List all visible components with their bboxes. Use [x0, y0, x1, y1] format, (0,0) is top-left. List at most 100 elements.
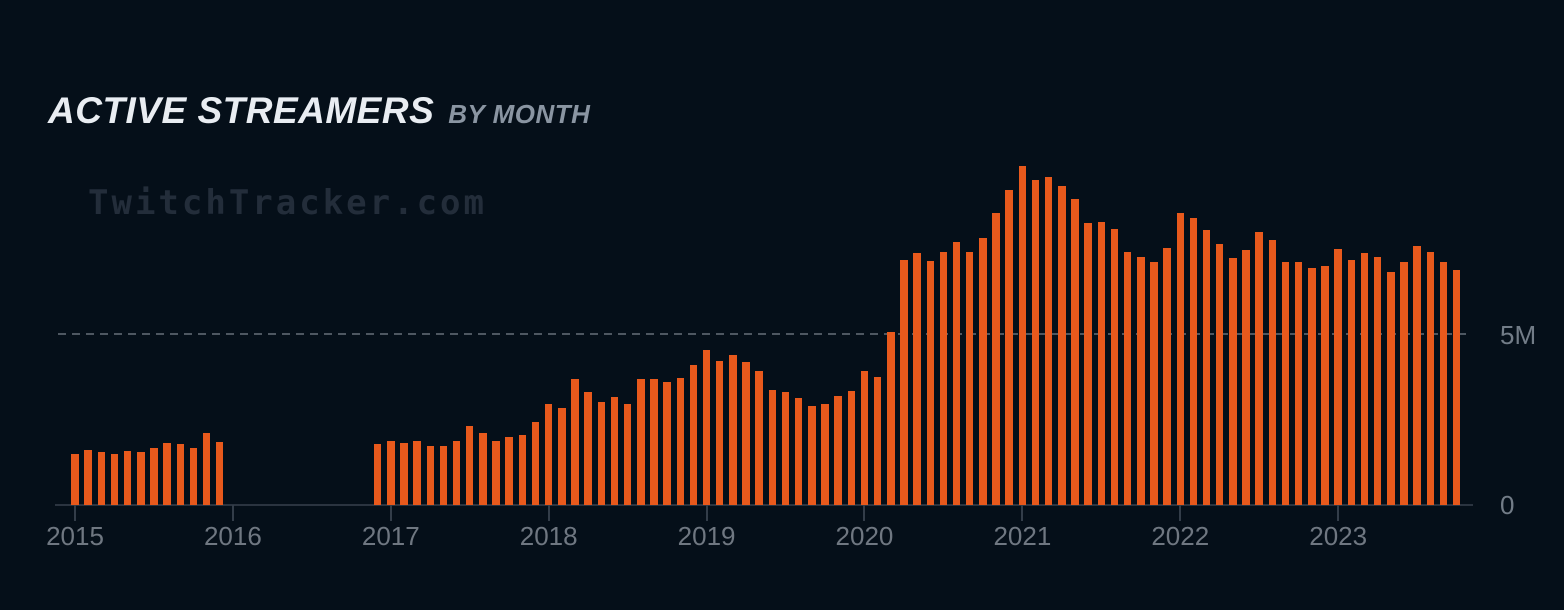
bar-2020-01[interactable] — [860, 370, 869, 505]
bar-2023-07[interactable] — [1413, 245, 1421, 505]
bar-2023-10[interactable] — [1452, 270, 1461, 505]
bar-2015-05[interactable] — [123, 450, 132, 505]
bar-2018-07[interactable] — [623, 403, 632, 505]
bar-2018-06[interactable] — [610, 397, 619, 505]
bar-2020-03[interactable] — [887, 331, 895, 505]
bar-2022-01[interactable] — [1176, 213, 1185, 505]
bar-2021-09[interactable] — [1123, 251, 1132, 505]
bar-2017-10[interactable] — [505, 437, 513, 505]
bar-2021-03[interactable] — [1044, 176, 1053, 505]
bar-2017-09[interactable] — [492, 441, 500, 505]
bar-2021-07[interactable] — [1097, 221, 1106, 505]
bar-2019-04[interactable] — [742, 362, 750, 505]
bar-2019-07[interactable] — [781, 392, 790, 505]
bar-2022-04[interactable] — [1215, 243, 1224, 505]
bar-2017-08[interactable] — [479, 433, 487, 505]
bar-2022-07[interactable] — [1255, 231, 1263, 505]
bar-2017-06[interactable] — [452, 441, 461, 505]
bar-2022-09[interactable] — [1281, 261, 1290, 505]
bar-2022-12[interactable] — [1321, 265, 1329, 505]
bar-2019-08[interactable] — [794, 398, 803, 505]
bar-2018-12[interactable] — [689, 364, 698, 505]
bar-2020-04[interactable] — [900, 259, 908, 505]
bar-2022-03[interactable] — [1202, 229, 1211, 505]
bar-2018-10[interactable] — [663, 381, 671, 505]
bar-2023-09[interactable] — [1439, 261, 1448, 505]
bar-2021-10[interactable] — [1137, 257, 1145, 505]
x-axis-label-2023: 2023 — [1309, 521, 1368, 551]
bar-2019-02[interactable] — [715, 360, 724, 505]
bar-2021-11[interactable] — [1150, 262, 1158, 505]
bar-2021-04[interactable] — [1058, 186, 1066, 505]
bar-2018-02[interactable] — [558, 407, 566, 505]
bar-2015-02[interactable] — [84, 449, 92, 505]
bar-2017-12[interactable] — [531, 421, 540, 505]
bar-2022-11[interactable] — [1308, 268, 1316, 505]
bar-2020-11[interactable] — [992, 213, 1000, 505]
bar-2016-12[interactable] — [373, 443, 382, 505]
bar-2020-12[interactable] — [1005, 190, 1013, 505]
bar-2015-09[interactable] — [176, 443, 184, 505]
bar-2022-05[interactable] — [1229, 257, 1237, 505]
bar-2019-11[interactable] — [834, 395, 842, 505]
bar-2021-08[interactable] — [1110, 229, 1119, 505]
bar-2017-03[interactable] — [413, 441, 421, 505]
bar-2018-09[interactable] — [650, 378, 658, 505]
bar-2015-12[interactable] — [215, 441, 224, 505]
bar-2021-01[interactable] — [1018, 165, 1027, 505]
bar-2015-04[interactable] — [110, 454, 119, 505]
bar-2015-06[interactable] — [137, 451, 145, 505]
bar-2020-02[interactable] — [873, 377, 882, 505]
bar-2018-11[interactable] — [676, 377, 685, 505]
bar-2015-07[interactable] — [150, 447, 158, 505]
bar-2022-02[interactable] — [1189, 218, 1198, 505]
bar-2019-03[interactable] — [729, 354, 737, 505]
bar-2018-04[interactable] — [584, 391, 592, 505]
bar-2017-11[interactable] — [518, 435, 527, 505]
bar-2019-10[interactable] — [821, 404, 829, 505]
bar-2018-03[interactable] — [571, 379, 579, 505]
bar-2020-05[interactable] — [913, 253, 921, 505]
bar-2018-05[interactable] — [597, 401, 606, 505]
bar-2017-05[interactable] — [439, 445, 448, 505]
bar-2019-01[interactable] — [702, 350, 711, 505]
bar-2017-02[interactable] — [400, 443, 408, 505]
bar-2023-03[interactable] — [1360, 253, 1369, 505]
bar-2022-08[interactable] — [1268, 240, 1277, 505]
bar-2023-04[interactable] — [1373, 257, 1382, 505]
bar-2021-12[interactable] — [1163, 247, 1171, 505]
bar-2015-01[interactable] — [71, 453, 79, 505]
bar-2021-06[interactable] — [1084, 223, 1092, 505]
bar-2020-06[interactable] — [926, 261, 935, 505]
bar-2023-05[interactable] — [1387, 271, 1395, 505]
bar-2023-01[interactable] — [1334, 248, 1342, 505]
bar-2018-08[interactable] — [637, 379, 645, 505]
bar-2021-05[interactable] — [1071, 198, 1079, 505]
x-axis-label-2020: 2020 — [835, 521, 894, 551]
x-axis-label-2016: 2016 — [203, 521, 262, 551]
x-axis-label-2015: 2015 — [46, 521, 104, 551]
bar-2020-07[interactable] — [939, 251, 948, 505]
bar-2022-10[interactable] — [1294, 261, 1303, 505]
bar-2023-06[interactable] — [1400, 262, 1408, 505]
bar-2019-12[interactable] — [847, 391, 856, 505]
bar-2018-01[interactable] — [544, 404, 553, 505]
chart-title-row: ACTIVE STREAMERS BY MONTH — [48, 90, 590, 132]
bar-2019-06[interactable] — [768, 390, 777, 505]
bar-2020-09[interactable] — [965, 251, 974, 505]
bar-2020-08[interactable] — [952, 241, 961, 505]
bar-2019-05[interactable] — [755, 371, 763, 505]
bar-2019-09[interactable] — [808, 406, 816, 505]
bar-2021-02[interactable] — [1031, 179, 1040, 505]
bar-2023-08[interactable] — [1426, 252, 1435, 505]
bar-2015-11[interactable] — [202, 433, 211, 505]
bar-2017-07[interactable] — [465, 425, 474, 505]
bar-2023-02[interactable] — [1347, 259, 1356, 505]
bar-2017-04[interactable] — [426, 445, 435, 505]
bar-2015-10[interactable] — [189, 447, 198, 505]
bar-2017-01[interactable] — [387, 441, 395, 505]
bar-2020-10[interactable] — [979, 238, 987, 505]
bar-2022-06[interactable] — [1242, 250, 1250, 505]
bar-2015-03[interactable] — [97, 451, 106, 505]
bar-2015-08[interactable] — [163, 443, 171, 505]
